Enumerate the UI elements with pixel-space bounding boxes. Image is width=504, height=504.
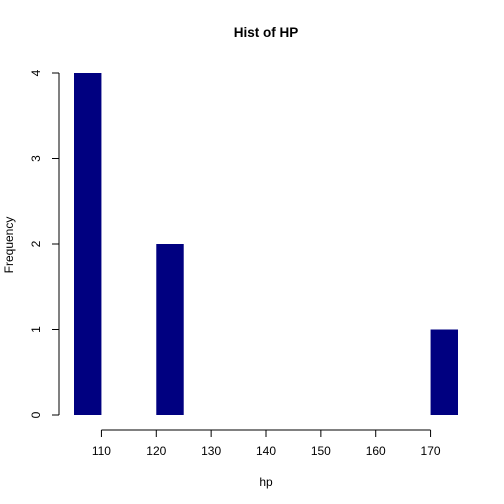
x-tick-label: 120 bbox=[146, 444, 166, 458]
y-axis-label: Frequency bbox=[2, 217, 16, 274]
bars bbox=[74, 73, 458, 415]
x-tick-label: 150 bbox=[311, 444, 331, 458]
x-axis-label: hp bbox=[259, 475, 273, 489]
y-tick-label: 4 bbox=[29, 69, 43, 76]
x-axis: 110 120 130 140 150 160 170 bbox=[92, 429, 441, 458]
histogram-bar-170-175 bbox=[430, 329, 458, 415]
y-axis: 0 1 2 3 4 bbox=[29, 69, 60, 418]
y-tick-label: 3 bbox=[29, 155, 43, 162]
chart-title: Hist of HP bbox=[234, 25, 299, 40]
histogram-bar-120-125 bbox=[156, 244, 184, 415]
x-tick-label: 130 bbox=[201, 444, 221, 458]
x-tick-label: 110 bbox=[92, 444, 111, 458]
x-tick-label: 140 bbox=[256, 444, 276, 458]
y-tick-label: 1 bbox=[29, 326, 43, 333]
y-tick-label: 0 bbox=[29, 411, 43, 418]
x-tick-label: 160 bbox=[366, 444, 386, 458]
x-tick-label: 170 bbox=[421, 444, 441, 458]
histogram-bar-105-110 bbox=[74, 73, 102, 415]
y-tick-label: 2 bbox=[29, 240, 43, 247]
